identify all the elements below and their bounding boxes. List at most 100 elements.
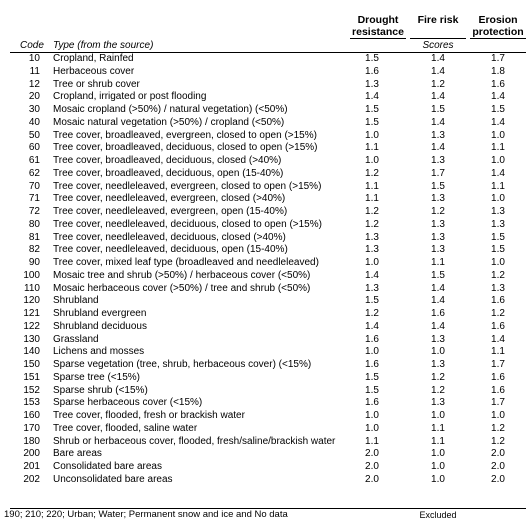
code-cell: 81: [28, 231, 40, 243]
code-cell: 200: [23, 448, 40, 460]
erosion-score-cell: 1.0: [491, 155, 505, 166]
erosion-score-cell: 1.6: [491, 320, 505, 332]
erosion-score-cell: 1.6: [491, 78, 505, 90]
table-row: 70 Tree cover, needleleaved, evergreen, c…: [0, 181, 528, 194]
type-cell: Lichens and mosses: [53, 346, 145, 358]
code-cell: 82: [28, 244, 40, 256]
type-cell: Herbaceous cover: [53, 65, 135, 77]
table-row: 40 Mosaic natural vegetation (>50%) / cro…: [0, 117, 528, 130]
fire-score-cell: 1.0: [431, 473, 445, 485]
code-cell: 151: [23, 371, 40, 383]
type-cell: Tree cover, needleleaved, deciduous, clo…: [53, 218, 322, 230]
erosion-score-cell: 1.4: [491, 116, 505, 128]
code-cell: 170: [23, 422, 40, 434]
drought-score-cell: 1.0: [365, 155, 379, 166]
header-rule-drought: [350, 38, 406, 39]
drought-score-cell: 1.1: [365, 180, 379, 192]
drought-score-cell: 1.6: [365, 397, 379, 409]
type-cell: Shrub or herbaceous cover, flooded, fres…: [53, 435, 336, 447]
code-cell: 80: [28, 218, 40, 230]
code-cell: 153: [23, 397, 40, 409]
table-row: 200 Bare areas 2.0 1.0 2.0: [0, 448, 528, 461]
drought-score-cell: 2.0: [365, 461, 379, 472]
erosion-score-cell: 1.1: [491, 346, 505, 358]
fire-score-cell: 1.2: [431, 384, 445, 396]
type-cell: Cropland, Rainfed: [53, 53, 134, 64]
fire-score-cell: 1.3: [431, 129, 445, 141]
code-cell: 140: [23, 346, 40, 358]
fire-header-line1: Fire risk: [417, 14, 459, 26]
subheader-rule: [10, 52, 526, 53]
fire-score-cell: 1.3: [431, 333, 445, 345]
table-row: 82 Tree cover, needleleaved, deciduous, o…: [0, 244, 528, 257]
code-cell: 120: [23, 295, 40, 307]
code-cell: 50: [28, 129, 40, 141]
drought-score-cell: 1.2: [365, 167, 379, 179]
table-row: 81 Tree cover, needleleaved, deciduous, c…: [0, 232, 528, 245]
erosion-score-cell: 1.6: [491, 295, 505, 307]
fire-score-cell: 1.4: [431, 295, 445, 307]
table-row: 151 Sparse tree (<15%) 1.5 1.2 1.6: [0, 372, 528, 385]
drought-score-cell: 1.5: [365, 116, 379, 128]
fire-score-cell: 1.4: [431, 65, 445, 77]
drought-header-line2: resistance: [352, 26, 404, 38]
table-row: 140 Lichens and mosses 1.0 1.0 1.1: [0, 346, 528, 359]
fire-score-cell: 1.3: [431, 397, 445, 409]
drought-score-cell: 1.2: [365, 206, 379, 217]
code-cell: 30: [28, 104, 40, 115]
type-cell: Mosaic natural vegetation (>50%) / cropl…: [53, 116, 285, 128]
table-row: 110 Mosaic herbaceous cover (>50%) / tree…: [0, 283, 528, 296]
table-row: 130 Grassland 1.6 1.3 1.4: [0, 334, 528, 347]
scores-label: Scores: [422, 40, 454, 51]
table-row: 11 Herbaceous cover 1.6 1.4 1.8: [0, 66, 528, 79]
drought-score-cell: 2.0: [365, 448, 379, 460]
drought-score-cell: 1.6: [365, 359, 379, 370]
fire-score-cell: 1.5: [431, 180, 445, 192]
type-cell: Shrubland deciduous: [53, 320, 147, 332]
type-cell: Mosaic cropland (>50%) / natural vegetat…: [53, 104, 288, 115]
drought-score-cell: 1.1: [365, 193, 379, 205]
code-cell: 12: [28, 78, 40, 90]
fire-score-cell: 1.4: [431, 282, 445, 294]
drought-score-cell: 1.1: [365, 435, 379, 447]
fire-score-cell: 1.4: [431, 116, 445, 128]
drought-score-cell: 1.0: [365, 410, 379, 421]
drought-score-cell: 1.3: [365, 78, 379, 90]
type-cell: Bare areas: [53, 448, 102, 460]
type-column-label: Type (from the source): [53, 40, 154, 51]
drought-score-cell: 1.3: [365, 244, 379, 256]
erosion-score-cell: 1.8: [491, 65, 505, 77]
drought-score-cell: 1.4: [365, 320, 379, 332]
table-row: 152 Sparse shrub (<15%) 1.5 1.2 1.6: [0, 385, 528, 398]
code-cell: 130: [23, 333, 40, 345]
table-body: 10 Cropland, Rainfed 1.5 1.4 1.7 11 Herbaceous…: [0, 53, 528, 487]
type-cell: Consolidated bare areas: [53, 461, 162, 472]
excluded-label: Excluded: [419, 510, 457, 520]
table-row: 72 Tree cover, needleleaved, evergreen, o…: [0, 206, 528, 219]
erosion-score-cell: 1.1: [491, 180, 505, 192]
fire-score-cell: 1.0: [431, 461, 445, 472]
code-cell: 110: [24, 282, 40, 294]
table-row: 10 Cropland, Rainfed 1.5 1.4 1.7: [0, 53, 528, 66]
erosion-score-cell: 1.6: [491, 384, 505, 396]
fire-score-cell: 1.4: [431, 53, 445, 64]
table-row: 160 Tree cover, flooded, fresh or brackis…: [0, 410, 528, 423]
type-cell: Tree cover, needleleaved, deciduous, ope…: [53, 244, 288, 256]
drought-score-cell: 1.5: [365, 384, 379, 396]
fire-score-cell: 1.4: [431, 142, 445, 154]
drought-resistance-header: Drought resistance: [350, 14, 406, 38]
drought-score-cell: 1.5: [365, 295, 379, 307]
fire-score-cell: 1.3: [431, 231, 445, 243]
drought-score-cell: 1.5: [365, 53, 379, 64]
erosion-score-cell: 1.2: [491, 308, 505, 319]
erosion-score-cell: 1.6: [491, 371, 505, 383]
code-cell: 180: [23, 435, 40, 447]
type-cell: Tree cover, flooded, saline water: [53, 422, 198, 434]
erosion-score-cell: 1.0: [491, 257, 505, 268]
code-cell: 202: [23, 473, 40, 485]
code-cell: 121: [23, 308, 40, 319]
fire-risk-header: Fire risk: [410, 14, 466, 26]
code-cell: 201: [23, 461, 40, 472]
drought-score-cell: 1.1: [365, 142, 379, 154]
drought-score-cell: 1.2: [365, 308, 379, 319]
